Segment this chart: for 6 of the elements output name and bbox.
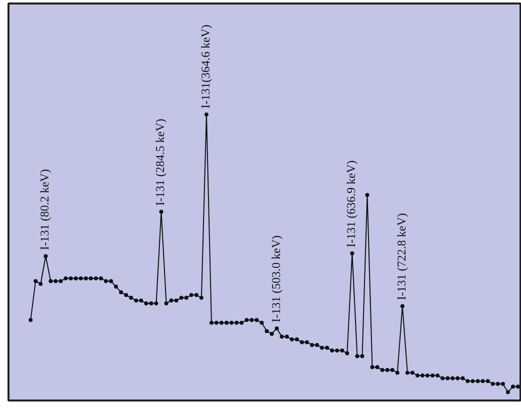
annotation: I-131 (284.5 keV) xyxy=(153,118,168,206)
annotation: I-131 (80.2 keV) xyxy=(38,169,52,250)
annotation: I-131 (636.9 keV) xyxy=(344,160,358,248)
annotation: I-131(364.6 keV) xyxy=(198,24,212,109)
annotation: I-131 (503.0 keV) xyxy=(268,235,283,322)
annotation: I-131 (722.8 keV) xyxy=(394,213,408,300)
